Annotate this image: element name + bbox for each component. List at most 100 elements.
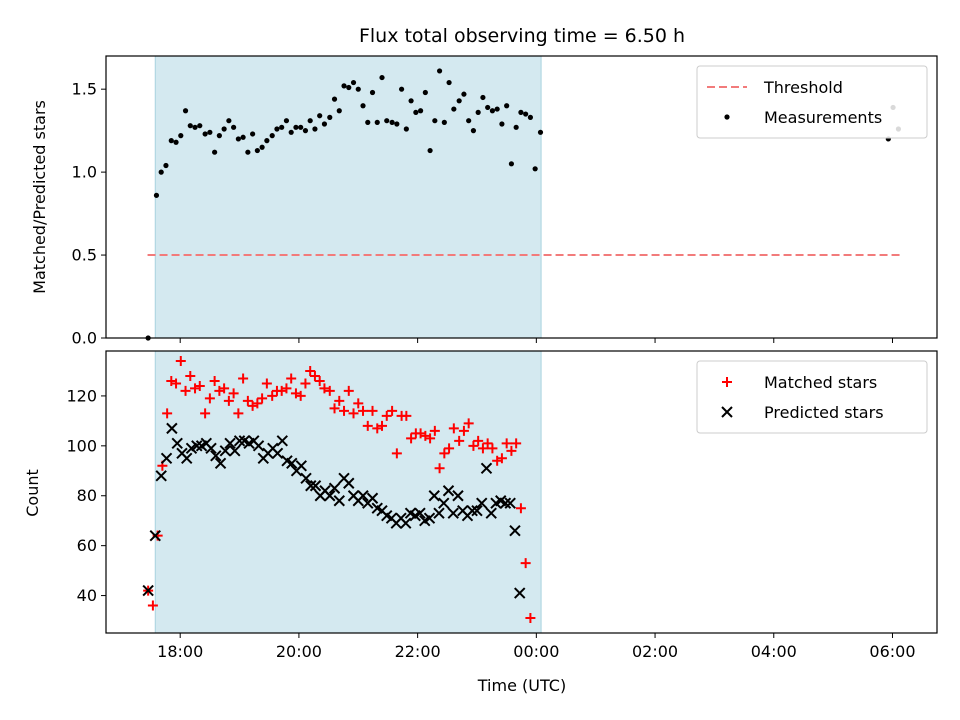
point-x-60: [433, 507, 445, 519]
point-plus-34: [305, 365, 316, 376]
point-plus-68: [468, 440, 479, 451]
point-dot-24: [264, 138, 270, 144]
point-plus-76: [506, 445, 517, 456]
point-x-68: [471, 505, 483, 517]
point-dot-73: [499, 121, 505, 127]
point-dot-80: [532, 166, 538, 172]
point-plus-71: [482, 438, 493, 449]
point-x-7: [181, 452, 193, 465]
point-plus-19: [233, 408, 244, 419]
x-tick-label-0: 18:00: [157, 642, 203, 661]
chart-title: Flux total observing time = 6.50 h: [359, 25, 685, 47]
point-dot-39: [336, 108, 342, 114]
point-dot-56: [417, 108, 424, 114]
y-tick-label-0-0: 0.0: [72, 329, 97, 348]
point-x-46: [366, 492, 379, 504]
point-x-41: [343, 477, 355, 489]
point-dot-61: [441, 119, 447, 125]
point-x-4: [166, 422, 178, 435]
point-dot-13: [212, 149, 218, 155]
point-dot-67: [470, 128, 477, 134]
x-tick-label-3: 00:00: [513, 642, 559, 661]
plot-layer: 0.0 0.5 1.0 1.5 Threshold Measurements 40 60 80 1…: [66, 55, 938, 661]
legend-handle-predicted: [721, 406, 733, 418]
point-dot-14: [216, 133, 222, 139]
point-dot-47: [374, 119, 380, 125]
point-dot-64: [456, 98, 462, 104]
point-plus-79: [520, 558, 531, 569]
point-x-18: [233, 435, 246, 447]
point-dot-2: [158, 169, 164, 175]
point-dot-41: [346, 84, 352, 91]
point-plus-24: [257, 393, 268, 404]
legend-handle-matched: [722, 377, 732, 387]
point-x-53: [400, 517, 412, 529]
point-x-76: [509, 524, 521, 537]
point-dot-38: [331, 96, 338, 102]
point-plus-32: [295, 390, 306, 401]
x-tick-label-5: 04:00: [751, 642, 797, 661]
point-dot-11: [202, 131, 208, 137]
axes-frame-0: [105, 55, 938, 339]
point-x-13: [210, 450, 222, 462]
legend-label-0-1: Measurements: [764, 108, 882, 127]
point-x-9: [191, 440, 203, 452]
point-dot-75: [508, 161, 515, 167]
point-dot-78: [523, 111, 529, 117]
point-plus-14: [209, 375, 220, 386]
point-plus-1: [147, 600, 158, 611]
point-x-22: [252, 440, 265, 452]
point-x-44: [357, 490, 369, 502]
point-dot-69: [480, 94, 486, 101]
point-x-59: [428, 490, 440, 502]
point-dot-5: [173, 139, 179, 145]
point-dot-10: [197, 123, 203, 129]
point-plus-23: [252, 398, 263, 409]
point-plus-55: [406, 433, 417, 444]
point-dot-12: [207, 129, 213, 135]
point-dot-52: [398, 86, 405, 92]
point-plus-63: [444, 443, 455, 454]
point-x-74: [499, 497, 512, 509]
point-plus-33: [300, 378, 311, 389]
point-plus-44: [353, 398, 364, 409]
point-dot-57: [422, 89, 428, 96]
point-x-5: [171, 437, 183, 450]
point-dot-15: [221, 126, 227, 132]
point-plus-67: [463, 418, 474, 429]
point-x-34: [309, 480, 322, 492]
x-axis-title: Time (UTC): [477, 676, 566, 695]
point-dot-21: [250, 131, 256, 137]
point-x-37: [324, 490, 336, 502]
point-plus-9: [185, 370, 196, 381]
point-dot-16: [226, 118, 232, 124]
point-plus-26: [267, 390, 278, 401]
point-dot-55: [413, 109, 419, 115]
legend-0: Threshold Measurements: [696, 65, 928, 139]
point-x-56: [414, 507, 426, 519]
point-dot-7: [182, 108, 189, 114]
x-tick-label-4: 02:00: [632, 642, 678, 661]
x-tick-label-6: 06:00: [869, 642, 915, 661]
point-plus-49: [377, 420, 388, 431]
point-x-77: [514, 587, 526, 599]
point-dot-8: [187, 123, 193, 129]
point-x-61: [438, 497, 450, 509]
point-x-58: [423, 512, 436, 524]
point-x-67: [466, 505, 478, 517]
point-dot-18: [235, 136, 241, 142]
point-plus-80: [525, 613, 536, 624]
point-dot-35: [317, 113, 323, 119]
legend-label-1-1: Predicted stars: [764, 403, 884, 422]
point-plus-69: [473, 435, 484, 446]
point-plus-65: [454, 435, 465, 446]
point-dot-43: [355, 86, 361, 92]
point-dot-66: [466, 118, 472, 124]
point-plus-18: [228, 388, 239, 399]
point-x-31: [295, 460, 307, 472]
point-plus-12: [200, 408, 211, 419]
point-dot-33: [307, 118, 313, 124]
point-plus-77: [511, 438, 522, 449]
point-dot-71: [489, 108, 496, 114]
